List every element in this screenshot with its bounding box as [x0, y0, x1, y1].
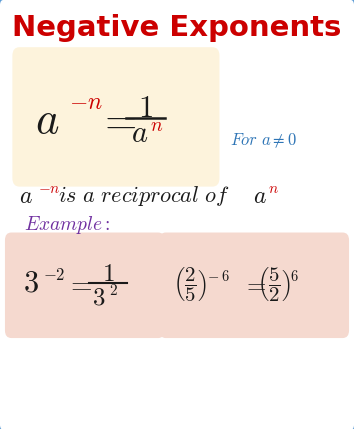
- Text: $1$: $1$: [102, 262, 114, 286]
- Text: $\mathit{a}$: $\mathit{a}$: [253, 184, 267, 208]
- Text: $\mathit{-n}$: $\mathit{-n}$: [38, 181, 61, 196]
- Text: $\left(\dfrac{5}{2}\right)^{\!6}$: $\left(\dfrac{5}{2}\right)^{\!6}$: [257, 265, 299, 304]
- Text: $\mathit{a}$: $\mathit{a}$: [35, 99, 60, 142]
- Text: $\mathit{n}$: $\mathit{n}$: [268, 181, 279, 196]
- Text: $=$: $=$: [242, 272, 266, 296]
- Text: $\mathit{-n}$: $\mathit{-n}$: [69, 90, 103, 114]
- Text: $2$: $2$: [109, 283, 118, 298]
- Text: $\mathit{n}$: $\mathit{n}$: [150, 116, 164, 135]
- Text: Negative Exponents: Negative Exponents: [12, 14, 342, 42]
- FancyBboxPatch shape: [12, 47, 219, 187]
- Text: $3$: $3$: [92, 285, 105, 309]
- Text: $\mathit{For}\ \mathit{a} \neq 0$: $\mathit{For}\ \mathit{a} \neq 0$: [230, 132, 297, 150]
- Text: $-2$: $-2$: [43, 266, 65, 284]
- Text: $=$: $=$: [97, 100, 137, 142]
- Text: $\mathit{a}$: $\mathit{a}$: [19, 184, 33, 208]
- Text: $=$: $=$: [66, 270, 93, 299]
- Text: $\mathit{Example:}$: $\mathit{Example:}$: [24, 214, 111, 236]
- Text: $\mathit{a}$: $\mathit{a}$: [131, 119, 148, 148]
- Text: $3$: $3$: [23, 269, 39, 298]
- Text: $\left(\dfrac{2}{5}\right)^{\!\!-6}$: $\left(\dfrac{2}{5}\right)^{\!\!-6}$: [173, 265, 230, 304]
- Text: $1$: $1$: [138, 94, 153, 123]
- FancyBboxPatch shape: [5, 233, 165, 338]
- Text: $\mathit{is\ a\ reciprocal\ of}$: $\mathit{is\ a\ reciprocal\ of}$: [58, 184, 230, 208]
- FancyBboxPatch shape: [159, 233, 349, 338]
